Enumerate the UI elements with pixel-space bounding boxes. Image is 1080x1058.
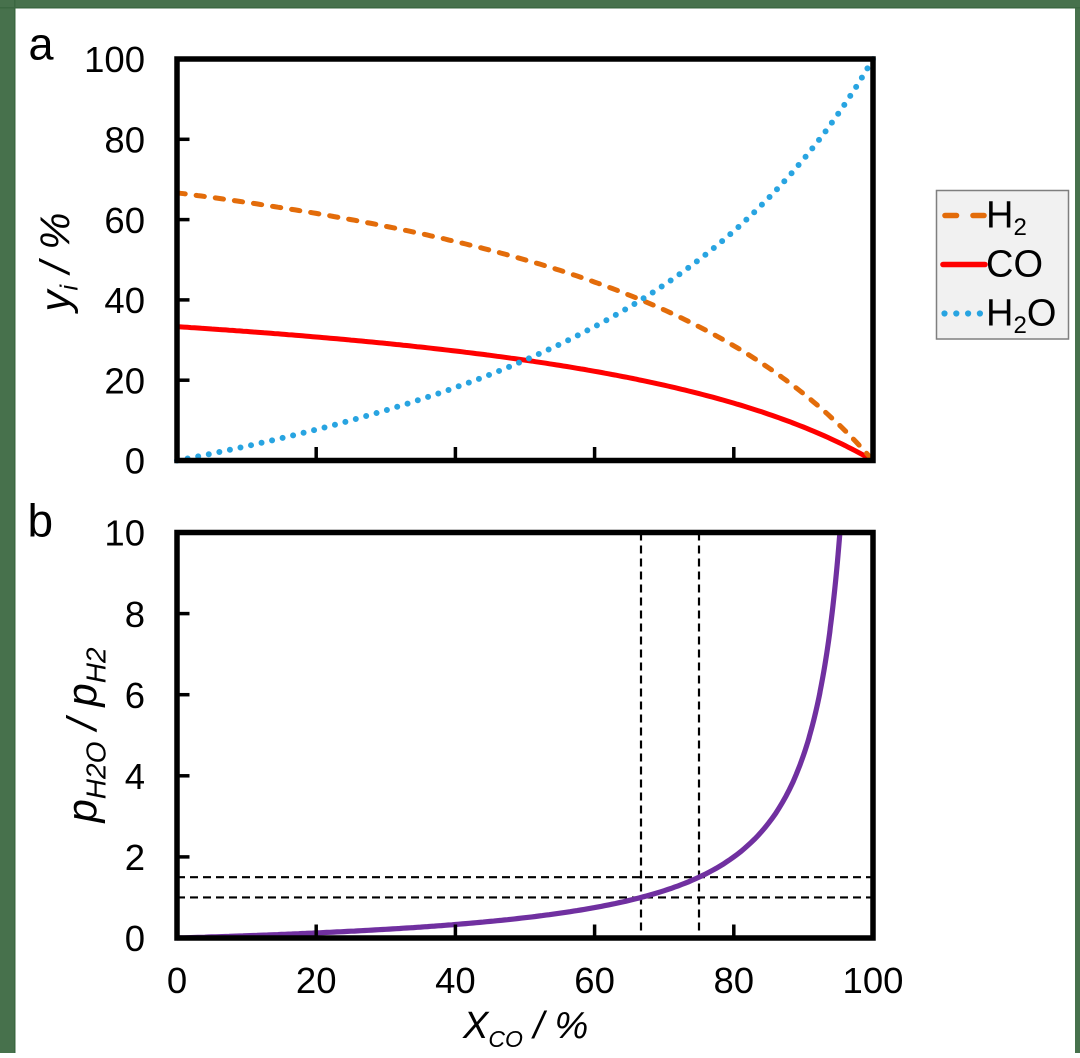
svg-text:20: 20 [296,960,337,1001]
svg-text:40: 40 [435,960,476,1001]
svg-text:XCO / %: XCO / % [462,1005,588,1052]
svg-text:2: 2 [125,837,145,878]
svg-text:100: 100 [84,39,145,80]
svg-text:20: 20 [104,360,145,401]
svg-text:4: 4 [125,756,145,797]
svg-text:0: 0 [125,918,145,959]
svg-text:100: 100 [843,960,904,1001]
svg-text:0: 0 [125,441,145,482]
svg-text:60: 60 [574,960,615,1001]
svg-text:yi / %: yi / % [32,213,84,315]
svg-text:80: 80 [104,120,145,161]
svg-text:6: 6 [125,675,145,716]
svg-text:pH2O / pH2: pH2O / pH2 [59,647,112,825]
svg-text:b: b [28,495,54,547]
svg-text:10: 10 [104,513,145,554]
svg-text:40: 40 [104,280,145,321]
svg-text:CO: CO [986,244,1043,286]
svg-text:60: 60 [104,200,145,241]
svg-text:80: 80 [713,960,754,1001]
svg-text:8: 8 [125,594,145,635]
svg-text:a: a [29,19,55,70]
svg-text:0: 0 [167,960,187,1001]
